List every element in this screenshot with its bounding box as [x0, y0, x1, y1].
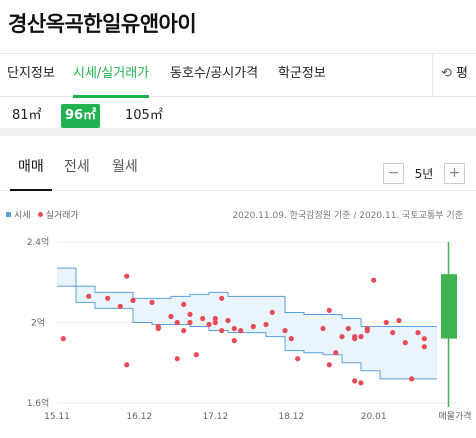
transaction-point	[231, 325, 237, 332]
legend-point-swatch	[37, 212, 43, 217]
transaction-point	[187, 311, 193, 317]
data-source-note: 2020.11.09. 한국감정원 기준 / 2020.11. 국토교통부 기준	[232, 211, 463, 221]
transaction-point	[345, 325, 351, 332]
price-chart: 2.4억 2억 1.6억 15.11 16.12 17.12 18.12 20.01 매물가격	[27, 236, 472, 422]
tab-complex-info[interactable]: 단지정보	[7, 66, 55, 81]
transaction-point	[364, 328, 370, 334]
transaction-point	[149, 299, 155, 305]
transaction-point	[288, 336, 294, 342]
page-title: 경산옥곡한일유앤아이	[8, 12, 197, 36]
transaction-point	[390, 330, 396, 336]
transaction-point	[174, 319, 180, 326]
transaction-point	[415, 330, 421, 336]
transaction-point	[238, 328, 244, 334]
ask-price-bar	[441, 274, 457, 339]
transaction-point	[168, 313, 174, 320]
transaction-point	[326, 307, 332, 313]
transaction-point	[212, 319, 218, 326]
transaction-point	[117, 303, 123, 309]
transaction-point	[282, 328, 288, 334]
transaction-point	[200, 315, 206, 322]
transaction-point	[383, 319, 389, 326]
area-option-81[interactable]: 81㎡	[12, 108, 42, 123]
price-band-area	[57, 268, 437, 379]
transaction-point	[181, 328, 187, 334]
tab-price[interactable]: 시세/실거래가	[73, 54, 150, 98]
period-stepper: − 5년 +	[383, 163, 465, 184]
x-tick-label: 20.01	[361, 412, 387, 422]
transaction-point	[181, 301, 187, 307]
period-value: 5년	[414, 167, 434, 181]
transaction-point	[193, 352, 199, 358]
transaction-point	[358, 334, 364, 340]
transaction-point	[225, 317, 231, 324]
transaction-point	[212, 315, 218, 322]
tab-sale[interactable]: 매매	[10, 147, 52, 191]
tab-school-info[interactable]: 학군정보	[278, 66, 326, 81]
transaction-point	[409, 376, 415, 382]
transaction-point	[326, 362, 332, 368]
transaction-point	[130, 297, 136, 303]
tab-unit-info[interactable]: 동호수/공시가격	[170, 66, 259, 81]
x-tick-label: 18.12	[278, 412, 304, 422]
transaction-point	[421, 344, 427, 350]
transaction-point	[206, 321, 212, 328]
unit-toggle-label: 평	[456, 66, 469, 81]
transaction-point	[352, 378, 358, 384]
transaction-point	[352, 336, 358, 342]
area-option-96[interactable]: 96㎡	[61, 104, 101, 128]
y-tick-label: 2.4억	[27, 236, 50, 248]
transaction-point	[333, 350, 339, 356]
transaction-point	[371, 277, 377, 283]
transaction-point	[155, 325, 161, 332]
chart-legend: 시세 실거래가	[6, 208, 79, 221]
transaction-point	[124, 362, 130, 368]
main-tabs: 단지정보 시세/실거래가 동호수/공시가격 학군정보 ⟲ 평	[0, 53, 476, 98]
legend-point-label: 실거래가	[45, 211, 79, 221]
period-decrease-button[interactable]: −	[383, 163, 404, 184]
y-tick-label: 1.6억	[27, 397, 50, 409]
transaction-point	[105, 295, 111, 301]
transaction-point	[231, 338, 237, 344]
price-band-upper-line	[57, 267, 437, 328]
transaction-point	[339, 334, 345, 340]
transaction-point	[187, 319, 193, 326]
y-tick-label: 2억	[31, 317, 45, 329]
transaction-point	[250, 323, 256, 330]
x-tick-label: 17.12	[202, 412, 228, 422]
transaction-point	[295, 356, 301, 362]
transaction-point	[263, 321, 269, 328]
transaction-point	[402, 340, 408, 346]
transaction-point	[320, 325, 326, 332]
price-band-lower-line	[57, 285, 437, 380]
transaction-point	[421, 336, 427, 342]
transaction-point	[86, 293, 92, 299]
x-tick-label: 16.12	[126, 412, 152, 422]
refresh-icon: ⟲	[441, 66, 452, 81]
transaction-point	[396, 317, 402, 324]
trade-type-tabs: 매매 전세 월세	[0, 147, 476, 191]
transaction-point	[358, 380, 364, 386]
tab-monthly-rent[interactable]: 월세	[112, 159, 138, 175]
transaction-point	[60, 336, 66, 342]
x-tick-label: 매물가격	[438, 410, 471, 422]
area-selector: 81㎡ 96㎡ 105㎡	[0, 97, 476, 136]
transaction-point	[219, 328, 225, 334]
transaction-point	[174, 356, 180, 362]
unit-toggle-button[interactable]: ⟲ 평	[432, 54, 476, 97]
legend-band-label: 시세	[14, 211, 31, 221]
transaction-point	[219, 295, 225, 301]
period-increase-button[interactable]: +	[444, 163, 465, 184]
area-option-105[interactable]: 105㎡	[125, 108, 163, 123]
x-tick-label: 15.11	[44, 412, 70, 422]
transaction-point	[269, 309, 275, 315]
transaction-point	[124, 273, 130, 279]
legend-band-swatch	[6, 212, 11, 217]
tab-jeonse[interactable]: 전세	[64, 159, 90, 175]
